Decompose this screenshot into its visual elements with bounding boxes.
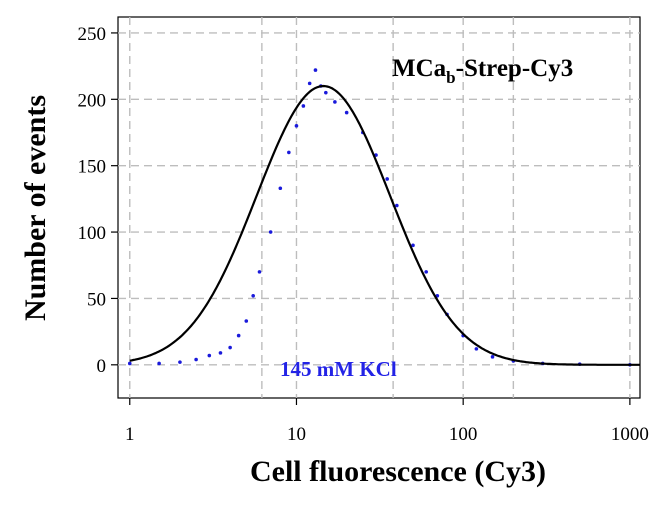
data-point	[268, 230, 273, 234]
data-point	[157, 361, 161, 366]
y-tick-label: 0	[97, 356, 107, 377]
x-tick-label: 10	[287, 424, 306, 445]
plot-area-frame	[117, 16, 641, 399]
data-point	[385, 177, 389, 181]
data-point	[307, 81, 312, 86]
x-tick-label: 1	[125, 424, 135, 445]
y-tick-label: 250	[78, 24, 107, 45]
data-point	[313, 68, 318, 72]
title-subscript: b	[446, 68, 455, 87]
data-point	[294, 124, 299, 128]
data-point	[218, 351, 223, 355]
y-tick-label: 150	[78, 157, 107, 178]
title-main: MCa	[392, 55, 447, 82]
x-axis-ticks: 1 10 100 1000	[125, 398, 649, 445]
data-point	[301, 104, 306, 108]
data-point	[424, 270, 428, 274]
chart-annotation-title: MCab-Strep-Cy3	[392, 55, 573, 87]
data-point	[395, 203, 399, 208]
data-point	[287, 150, 291, 155]
data-point	[228, 345, 232, 350]
y-axis-ticks: 0 50 100 150 200 250	[78, 24, 118, 377]
fit-curve	[129, 84, 640, 366]
data-point	[236, 333, 241, 338]
data-point	[127, 361, 132, 366]
data-point	[411, 243, 415, 248]
data-point	[207, 353, 212, 358]
x-tick-label: 1000	[611, 424, 649, 445]
condition-annotation: 145 mM KCl	[280, 357, 397, 381]
y-tick-label: 200	[78, 90, 107, 111]
data-point	[474, 347, 479, 351]
y-axis-label: Number of events	[19, 95, 52, 321]
data-point	[194, 357, 198, 362]
x-tick-label: 100	[449, 424, 478, 445]
data-point	[178, 360, 182, 364]
x-axis-label: Cell fluorescence (Cy3)	[250, 455, 546, 488]
title-rest: -Strep-Cy3	[456, 55, 574, 82]
data-points	[127, 68, 632, 367]
data-point	[278, 186, 283, 191]
data-point	[257, 270, 262, 274]
data-point	[244, 319, 249, 323]
y-tick-label: 50	[87, 289, 106, 310]
y-tick-label: 100	[78, 223, 107, 244]
data-point	[333, 100, 337, 104]
data-point	[490, 355, 495, 359]
data-point	[344, 110, 349, 115]
data-point	[251, 293, 255, 298]
data-point	[324, 90, 328, 95]
